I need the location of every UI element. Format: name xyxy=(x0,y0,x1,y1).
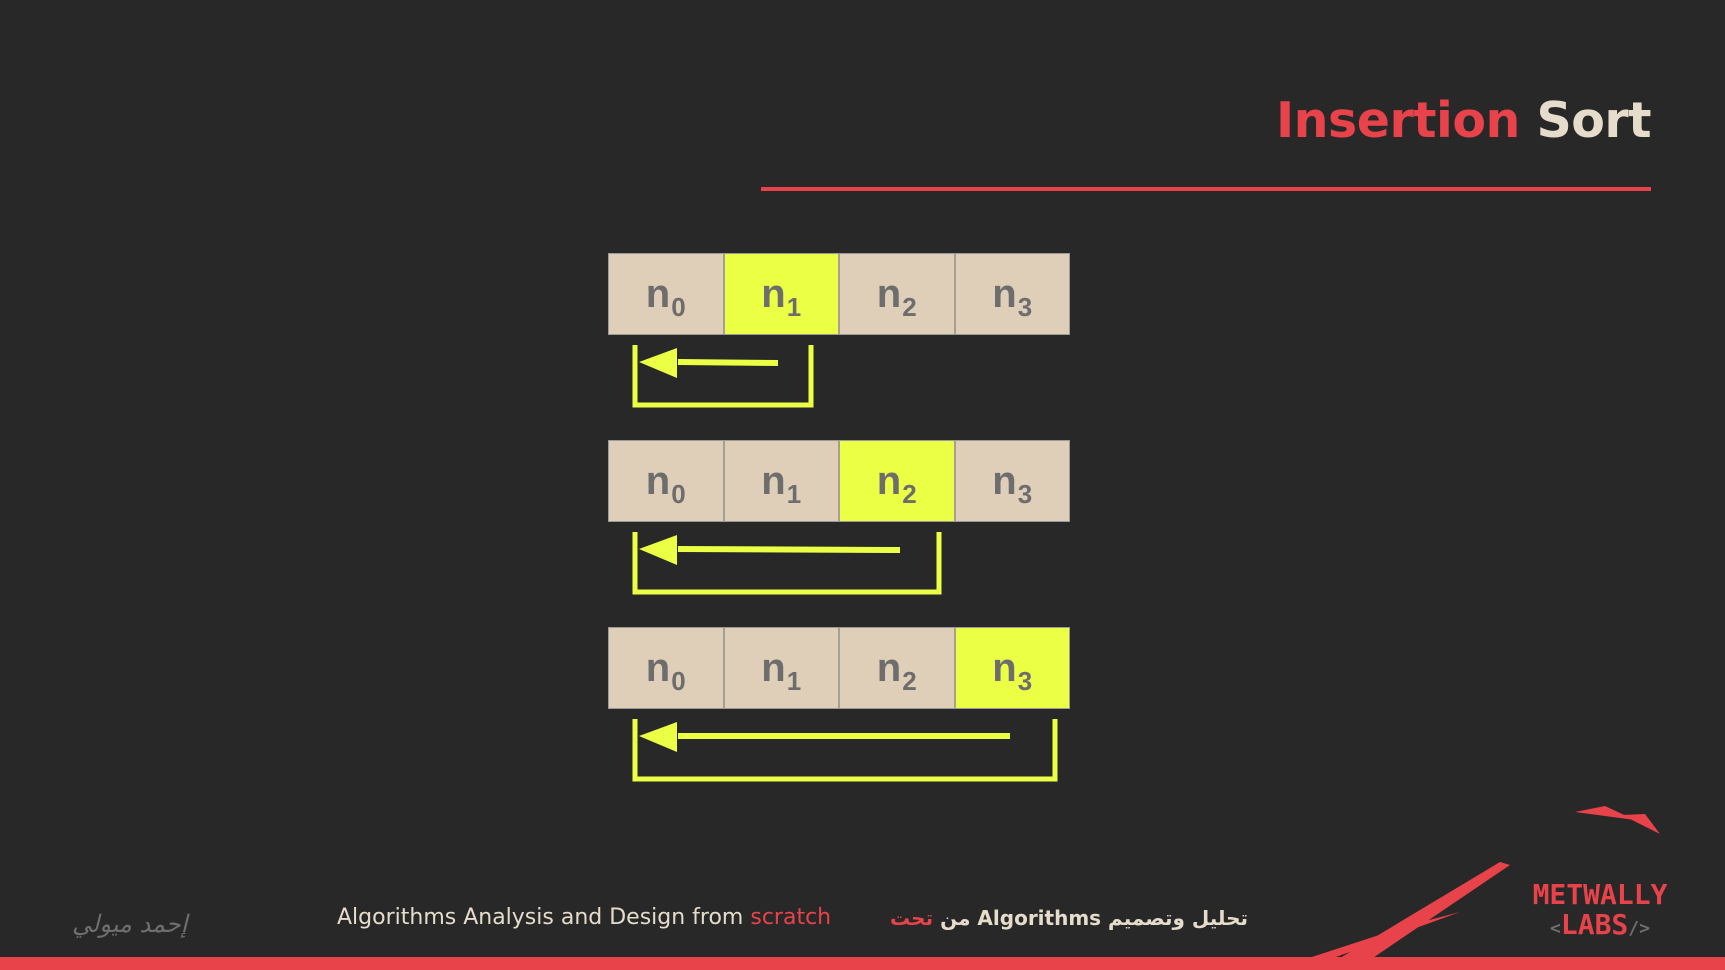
course-title-arabic: تحليل وتصميم Algorithms من تحت xyxy=(890,906,1248,930)
logo-line-2: <LABS/> xyxy=(1500,910,1700,944)
course-title-highlight: scratch xyxy=(750,905,832,930)
metwally-labs-logo: METWALLY <LABS/> xyxy=(1500,880,1700,944)
logo-slash-decoration xyxy=(1260,800,1725,970)
course-title-english: Algorithms Analysis and Design from scra… xyxy=(337,905,831,930)
slide-title: Insertion Sort xyxy=(1275,92,1652,149)
logo-tag-close: /> xyxy=(1628,918,1650,939)
bottom-accent-bar xyxy=(0,957,1725,970)
insertion-bracket-arrow-1 xyxy=(632,345,814,408)
course-title-arabic-highlight: تحت xyxy=(890,906,934,930)
logo-tag-open: < xyxy=(1550,918,1561,939)
course-title-arabic-main: تحليل وتصميم Algorithms من xyxy=(933,906,1249,930)
title-word-insertion: Insertion xyxy=(1275,92,1520,149)
course-title-prefix: Algorithms Analysis and Design from xyxy=(337,905,751,930)
title-word-sort: Sort xyxy=(1536,92,1651,149)
logo-line-1: METWALLY xyxy=(1532,878,1668,911)
insertion-bracket-arrow-3 xyxy=(632,719,1058,782)
insertion-bracket-arrow-2 xyxy=(632,532,942,595)
author-signature: إحمد ميولي xyxy=(72,910,188,938)
title-underline xyxy=(761,187,1651,191)
logo-line-2-text: LABS xyxy=(1560,908,1629,941)
